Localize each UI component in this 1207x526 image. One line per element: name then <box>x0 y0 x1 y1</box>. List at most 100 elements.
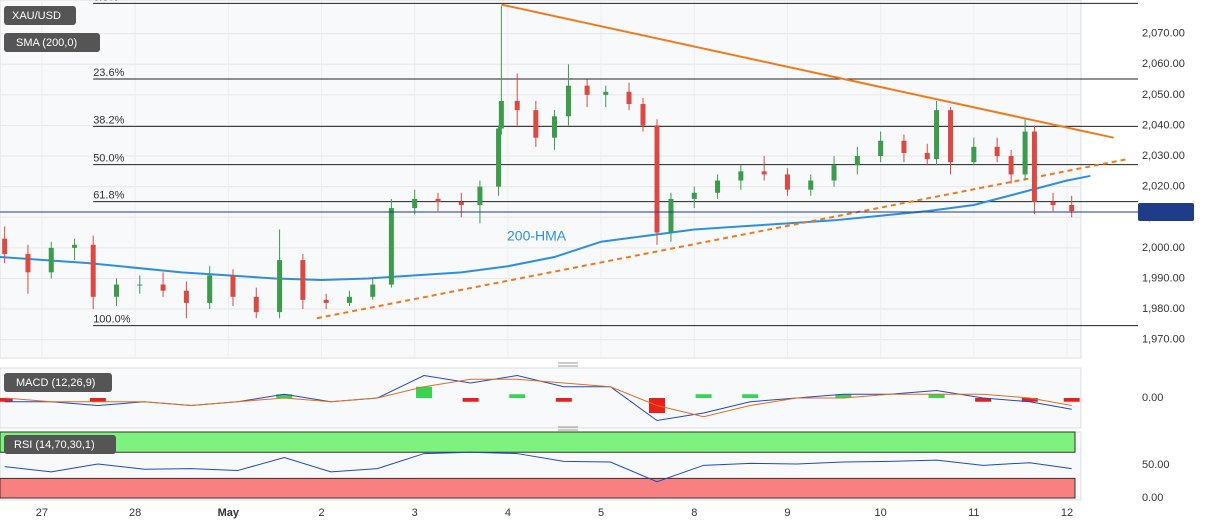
candle-body <box>346 296 352 303</box>
price-panel <box>0 0 1082 359</box>
macd-histogram <box>276 394 293 398</box>
candle-body <box>253 296 259 313</box>
x-tick-label: 11 <box>968 507 979 519</box>
candle-body <box>230 275 236 297</box>
macd-histogram <box>1063 398 1080 402</box>
fib-label: 23.6% <box>93 67 124 79</box>
x-tick-label: 4 <box>505 507 511 519</box>
fib-label: 100.0% <box>93 313 131 325</box>
divider[interactable] <box>558 362 578 367</box>
macd-histogram <box>975 398 992 402</box>
candle-body <box>854 156 860 166</box>
symbol-badge[interactable] <box>4 6 76 25</box>
candle-body <box>691 192 697 199</box>
indicator: SMA (200,0) <box>16 37 77 49</box>
candle-body <box>207 275 213 303</box>
trendline <box>501 3 1114 139</box>
candle-body <box>1008 156 1014 175</box>
candle-body <box>831 165 837 181</box>
y-tick-label: 2,040.00 <box>1142 119 1185 131</box>
candle-body <box>1050 201 1056 206</box>
macd-histogram <box>835 394 852 398</box>
candle-body <box>48 247 54 273</box>
macd-histogram <box>928 394 945 398</box>
candle-body <box>496 128 502 187</box>
fib-label: 0.0% <box>93 0 118 3</box>
candle-body <box>458 201 464 206</box>
candle-body <box>784 174 790 190</box>
rsi-tick-label: 50.00 <box>1142 459 1170 471</box>
candle-body <box>715 180 721 193</box>
y-tick-label: 1,990.00 <box>1142 272 1185 284</box>
macd-histogram <box>416 386 433 398</box>
x-tick-label: 2 <box>318 507 324 519</box>
rsi-tick-label: 0.00 <box>1142 492 1163 504</box>
candle-body <box>90 244 96 297</box>
candle-body <box>640 104 646 126</box>
candle-body <box>924 152 930 160</box>
macd-badge[interactable] <box>4 373 112 392</box>
candle-body <box>1022 131 1028 175</box>
candle-body <box>72 244 78 248</box>
macd-histogram <box>695 394 712 398</box>
candle-body <box>477 186 483 206</box>
divider[interactable] <box>558 426 578 431</box>
candle-body <box>514 100 520 111</box>
candle-body <box>25 253 31 273</box>
candle-body <box>738 171 744 181</box>
x-tick-label: 5 <box>598 507 604 519</box>
candle-body <box>1031 131 1037 202</box>
y-tick-label: 2,070.00 <box>1142 28 1185 40</box>
x-tick-label: May <box>218 507 240 519</box>
symbol: XAU/USD <box>12 10 61 22</box>
candle-body <box>498 100 504 129</box>
candle-body <box>137 284 143 286</box>
candle-body <box>412 198 418 209</box>
x-tick-label: 12 <box>1061 507 1073 519</box>
y-tick-label: 1,970.00 <box>1142 334 1185 346</box>
candle-body <box>533 110 539 138</box>
candle-body <box>808 180 814 190</box>
macd-histogram <box>555 398 572 402</box>
rsi-label: RSI (14,70,30,1) <box>14 439 95 451</box>
candle-body <box>565 85 571 117</box>
candle-body <box>323 299 329 303</box>
macd-histogram <box>742 394 759 398</box>
x-tick-label: 3 <box>412 507 418 519</box>
macd-tick-label: 0.00 <box>1142 392 1163 404</box>
y-tick-label: 1,980.00 <box>1142 303 1185 315</box>
candle-body <box>388 208 394 285</box>
rsi-badge[interactable] <box>4 435 116 454</box>
rsi-line <box>4 451 1072 483</box>
candle-body <box>654 125 660 233</box>
x-tick-label: 28 <box>129 507 141 519</box>
candle-body <box>901 140 907 153</box>
candle-body <box>277 260 283 313</box>
rsi-oversold <box>0 477 1076 499</box>
macd-histogram <box>1021 398 1038 402</box>
x-tick-label: 8 <box>691 507 697 519</box>
trendline <box>316 158 1128 320</box>
x-tick-label: 10 <box>875 507 887 519</box>
candle-body <box>626 91 632 105</box>
macd-histogram <box>462 398 479 402</box>
candle-body <box>551 116 557 138</box>
candle-body <box>934 110 940 160</box>
y-tick-label: 2,020.00 <box>1142 181 1185 193</box>
y-tick-label: 2,050.00 <box>1142 89 1185 101</box>
candle-body <box>1069 205 1075 212</box>
candle-body <box>878 140 884 157</box>
y-tick-label: 2,000.00 <box>1142 242 1185 254</box>
indicator-badge[interactable] <box>4 33 100 52</box>
candle-body <box>994 146 1000 157</box>
fib-label: 50.0% <box>93 153 124 165</box>
candle-body <box>2 238 8 254</box>
fib-label: 38.2% <box>93 114 124 126</box>
candle-body <box>971 146 977 163</box>
macd-panel <box>0 367 1082 429</box>
hma-line <box>0 174 1091 281</box>
candle-body <box>603 91 609 95</box>
candle-body <box>300 260 306 300</box>
y-tick-label: 2,060.00 <box>1142 58 1185 70</box>
